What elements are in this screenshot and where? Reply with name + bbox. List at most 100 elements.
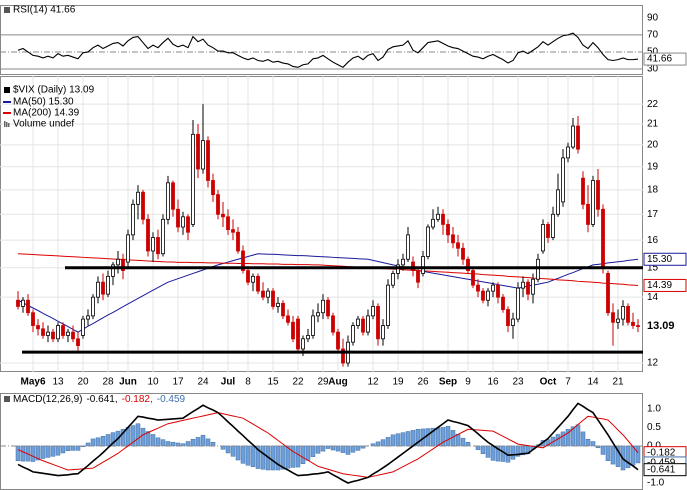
- candle-body: [446, 224, 450, 236]
- histogram-bar: [355, 445, 361, 451]
- candle-body: [31, 312, 35, 326]
- histogram-bar: [405, 431, 411, 447]
- x-tick-label: 14: [587, 377, 599, 388]
- y-tick-label: 12: [647, 358, 659, 369]
- candle-body: [606, 273, 610, 314]
- histogram-bar: [460, 437, 466, 447]
- y-tick-label: 20: [647, 140, 659, 151]
- panel-frame: [0, 5, 643, 75]
- candle-body: [166, 182, 170, 220]
- histogram-bar: [15, 445, 21, 462]
- candle-body: [76, 338, 80, 346]
- candle-body: [386, 284, 390, 326]
- x-tick-label: 10: [147, 377, 159, 388]
- legend-icon: [8, 123, 10, 127]
- histogram-bar: [580, 431, 586, 447]
- candle-body: [331, 315, 335, 333]
- legend-label: Volume undef: [13, 119, 74, 130]
- candle-body: [616, 318, 620, 323]
- legend-icon: [4, 121, 6, 127]
- histogram-bar: [185, 441, 191, 447]
- candle-body: [36, 325, 40, 330]
- candle-body: [581, 177, 585, 205]
- histogram-bar: [585, 439, 591, 447]
- panel-title: RSI(14) 41.66: [13, 5, 76, 16]
- candle-body: [26, 299, 30, 314]
- candle-body: [531, 278, 535, 295]
- histogram-bar: [55, 445, 61, 456]
- histogram-bar: [475, 445, 481, 450]
- candle-body: [476, 284, 480, 292]
- histogram-bar: [275, 445, 281, 471]
- candle-body: [141, 191, 145, 220]
- value-box: [643, 278, 687, 292]
- legend-icon: [4, 87, 10, 93]
- histogram-bar: [230, 445, 236, 457]
- histogram-bar: [600, 445, 606, 455]
- histogram-bar: [635, 445, 641, 464]
- candle-body: [121, 258, 125, 271]
- candle-body: [196, 133, 200, 170]
- candle-body: [116, 258, 120, 266]
- candle-body: [621, 306, 625, 320]
- y-tick-label: 19: [647, 161, 659, 172]
- candle-body: [81, 318, 85, 336]
- y-tick-label: 15: [647, 262, 659, 273]
- histogram-bar: [455, 433, 461, 447]
- candle-body: [491, 284, 495, 292]
- y-tick-label: 1.0: [647, 404, 661, 415]
- panel-title-part: -0.182,: [122, 394, 153, 405]
- x-tick-label: 12: [367, 377, 379, 388]
- candle-body: [266, 290, 270, 298]
- candle-body: [416, 270, 420, 283]
- candle-body: [576, 125, 580, 150]
- candle-body: [186, 216, 190, 233]
- candle-body: [221, 213, 225, 218]
- candle-body: [586, 203, 590, 225]
- candle-body: [216, 194, 220, 215]
- histogram-bar: [410, 430, 416, 447]
- histogram-bar: [75, 445, 81, 451]
- histogram-bar: [165, 441, 171, 447]
- candle-body: [421, 256, 425, 274]
- candle-body: [326, 299, 330, 317]
- candle-body: [631, 321, 635, 326]
- candle-body: [281, 302, 285, 317]
- histogram-bar: [510, 445, 516, 460]
- histogram-bar: [390, 434, 396, 447]
- candle-body: [511, 318, 515, 326]
- histogram-bar: [50, 445, 56, 457]
- y-tick-label: 50: [647, 47, 659, 58]
- histogram-bar: [210, 441, 216, 447]
- candle-body: [256, 275, 260, 292]
- candle-body: [321, 299, 325, 314]
- rsi-line: [17, 32, 639, 68]
- candle-body: [541, 224, 545, 252]
- histogram-bar: [300, 445, 306, 464]
- title-icon: [4, 7, 10, 13]
- y-tick-label: 70: [647, 30, 659, 41]
- x-tick-label: Sep: [439, 377, 457, 388]
- histogram-bar: [205, 438, 211, 447]
- x-tick-label: 7: [565, 377, 571, 388]
- histogram-bar: [190, 439, 196, 447]
- value-box: [643, 52, 687, 66]
- candle-body: [591, 180, 595, 225]
- candle-body: [636, 325, 640, 327]
- candle-body: [46, 331, 50, 336]
- candle-body: [21, 299, 25, 307]
- histogram-bar: [105, 434, 111, 447]
- candle-body: [496, 284, 500, 298]
- signal-line: [17, 412, 639, 478]
- x-tick-label: Oct: [540, 377, 557, 388]
- panel-title: MACD(12,26,9) -0.641, -0.182, -0.459: [13, 394, 186, 405]
- histogram-bar: [340, 445, 346, 453]
- histogram-bar: [375, 441, 381, 447]
- candle-body: [381, 325, 385, 340]
- candle-body: [51, 331, 55, 340]
- candle-body: [226, 216, 230, 231]
- x-tick-label: 24: [197, 377, 209, 388]
- candle-body: [191, 133, 195, 225]
- candle-body: [351, 325, 355, 343]
- y-tick-label: 18: [647, 185, 659, 196]
